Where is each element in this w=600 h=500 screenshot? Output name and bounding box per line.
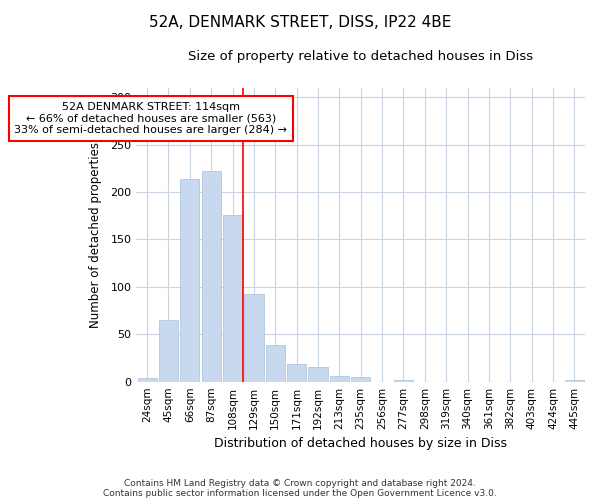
- Title: Size of property relative to detached houses in Diss: Size of property relative to detached ho…: [188, 50, 533, 63]
- Y-axis label: Number of detached properties: Number of detached properties: [89, 142, 102, 328]
- Bar: [266, 344, 285, 382]
- Bar: [244, 294, 263, 382]
- Bar: [565, 380, 584, 382]
- Bar: [159, 320, 178, 382]
- Bar: [308, 368, 328, 382]
- Bar: [330, 376, 349, 382]
- Bar: [351, 377, 370, 382]
- Text: Contains HM Land Registry data © Crown copyright and database right 2024.: Contains HM Land Registry data © Crown c…: [124, 478, 476, 488]
- Bar: [287, 364, 306, 382]
- Bar: [223, 215, 242, 382]
- Text: 52A, DENMARK STREET, DISS, IP22 4BE: 52A, DENMARK STREET, DISS, IP22 4BE: [149, 15, 451, 30]
- X-axis label: Distribution of detached houses by size in Diss: Distribution of detached houses by size …: [214, 437, 507, 450]
- Bar: [202, 171, 221, 382]
- Text: Contains public sector information licensed under the Open Government Licence v3: Contains public sector information licen…: [103, 488, 497, 498]
- Text: 52A DENMARK STREET: 114sqm
← 66% of detached houses are smaller (563)
33% of sem: 52A DENMARK STREET: 114sqm ← 66% of deta…: [14, 102, 287, 135]
- Bar: [394, 380, 413, 382]
- Bar: [180, 179, 199, 382]
- Bar: [137, 378, 157, 382]
